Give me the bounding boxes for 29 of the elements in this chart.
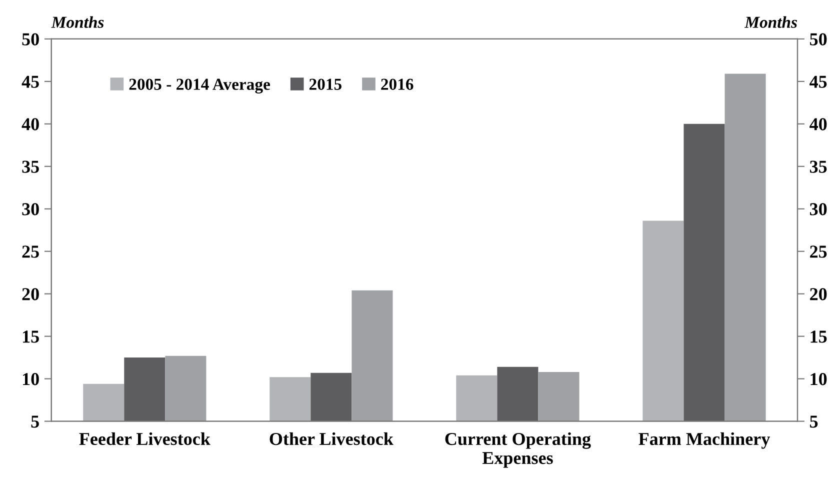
y-tick-label: 30 <box>22 203 39 216</box>
y2-tick-label: 5 <box>810 416 818 428</box>
y2-tick-label: 15 <box>810 330 827 343</box>
legend-label: 2016 <box>381 78 414 90</box>
legend-label: 2005 - 2014 Average <box>129 78 270 94</box>
y2-tick-label: 30 <box>810 203 827 216</box>
y-tick-label: 15 <box>22 330 39 343</box>
y2-tick-label: 35 <box>810 160 827 173</box>
y-tick-label: 45 <box>22 76 39 88</box>
y-tick-label: 50 <box>22 33 39 46</box>
y-tick-label: 20 <box>22 288 39 300</box>
y2-tick-label: 40 <box>810 118 827 130</box>
y-tick-label: 10 <box>22 373 39 386</box>
x-tick-label: Farm Machinery <box>638 432 770 449</box>
y-tick-label: 35 <box>22 160 39 173</box>
y2-axis-title: Months <box>744 16 797 28</box>
y2-tick-label: 20 <box>810 288 827 300</box>
y2-tick-label: 50 <box>810 33 827 46</box>
y2-tick-label: 25 <box>810 246 827 258</box>
y-tick-label: 25 <box>22 246 39 258</box>
y-axis-title: Months <box>51 16 104 28</box>
y-tick-label: 40 <box>22 118 39 130</box>
y-tick-label: 5 <box>31 416 39 428</box>
y2-tick-label: 45 <box>810 76 827 88</box>
x-tick-label: Feeder Livestock <box>79 432 210 446</box>
x-tick-label: Other Livestock <box>270 432 394 446</box>
legend-label: 2015 <box>309 78 342 90</box>
x-tick-label: Current Operating Expenses <box>445 432 591 468</box>
y2-tick-label: 10 <box>810 373 827 386</box>
